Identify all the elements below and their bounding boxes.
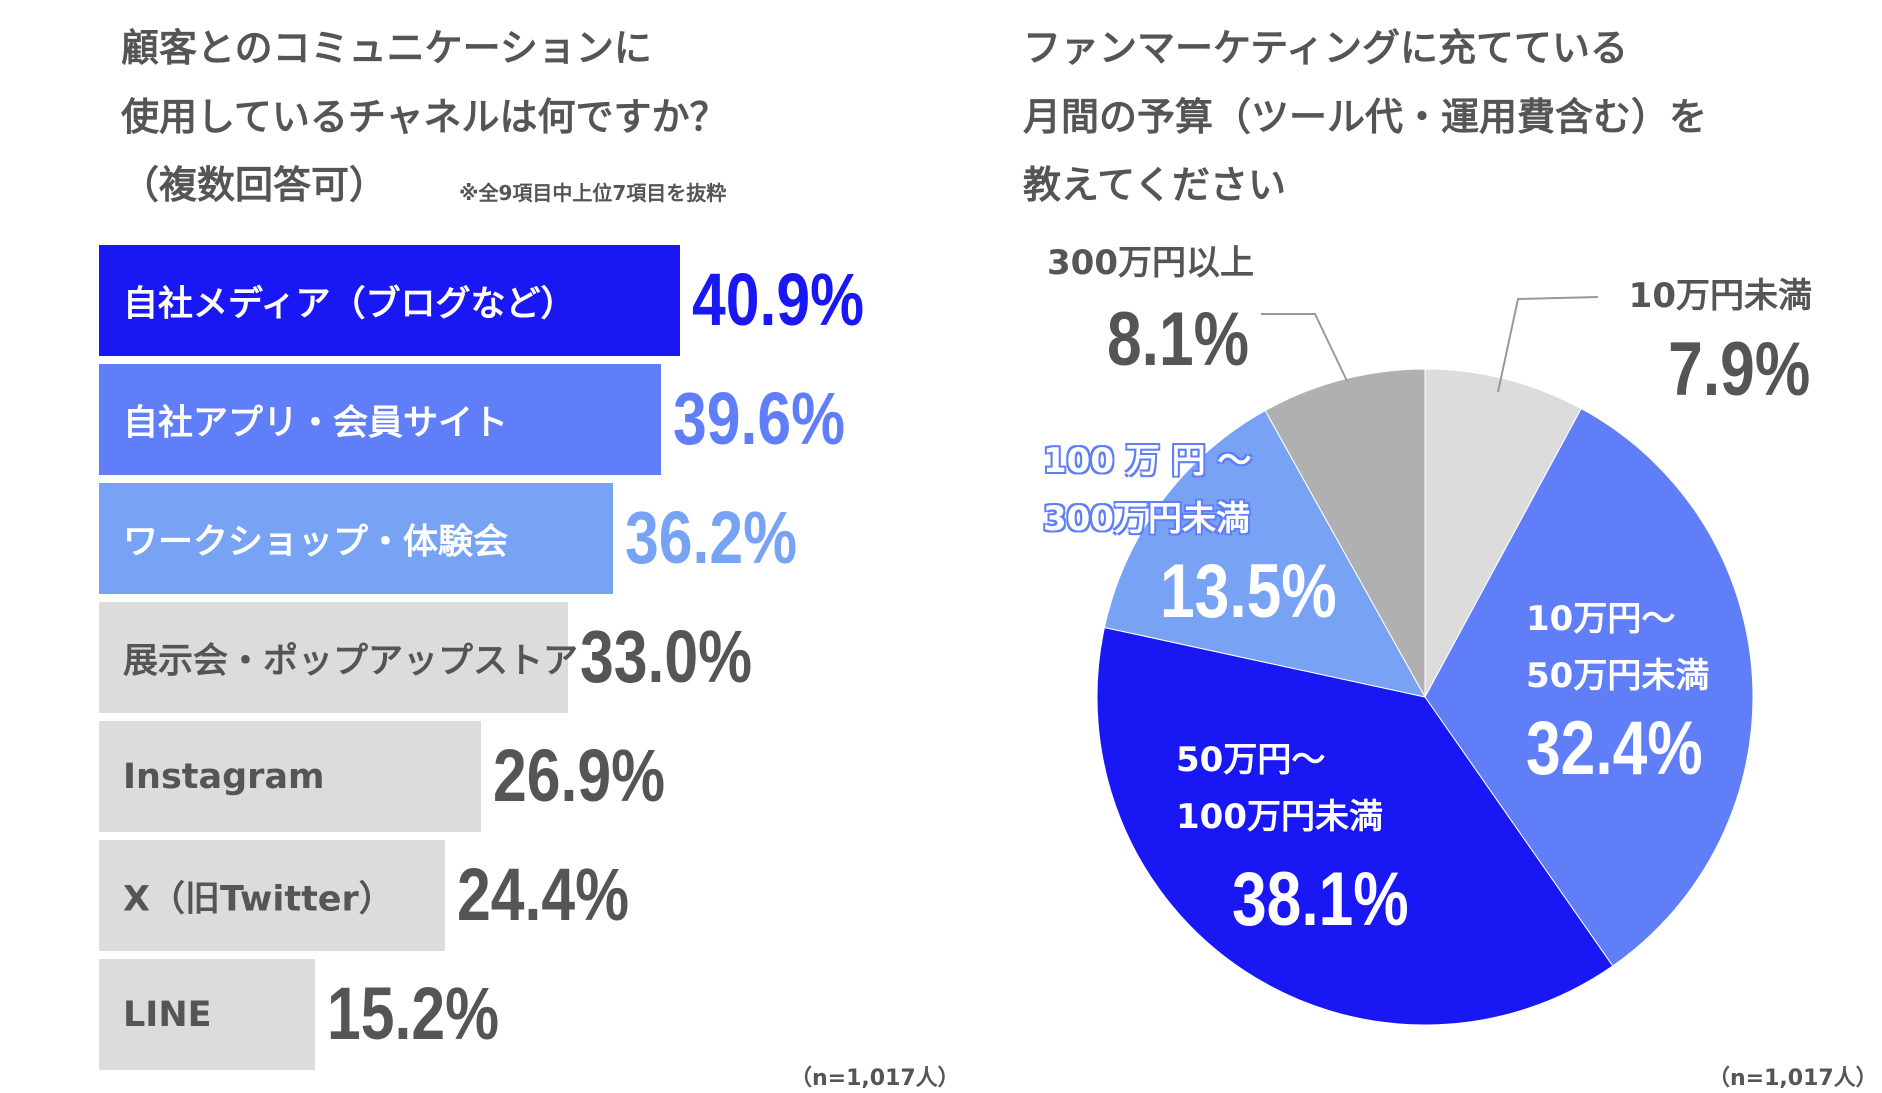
bar-value-label: 24.4% <box>457 853 630 936</box>
bar-value-label: 36.2% <box>625 496 798 579</box>
bar-category-label: 自社アプリ・会員サイト <box>123 403 509 443</box>
pie-label-10man-miman: 10万円未満 <box>1628 276 1812 316</box>
pie-value-300man-ijou: 8.1% <box>1107 297 1250 382</box>
pie-label-100-300man-2: 300万円未満 <box>1043 499 1250 539</box>
left-title-line-2: 使用しているチャネルは何ですか？ <box>121 95 728 139</box>
pie-label-50-100man-2: 100万円未満 <box>1176 797 1383 837</box>
pie-value-10man-miman: 7.9% <box>1667 327 1810 412</box>
bar-category-label: Instagram <box>123 756 325 797</box>
bar: X（旧Twitter） <box>99 840 446 951</box>
pie-label-10-50man-1: 10万円〜 <box>1526 599 1676 639</box>
bar: 自社アプリ・会員サイト <box>99 364 662 475</box>
pie-slice <box>1103 409 1426 698</box>
pie-slice <box>1264 368 1426 699</box>
pie-value-50-100man: 38.1% <box>1232 857 1409 942</box>
right-title-line-2: 月間の予算（ツール代・運用費含む）を <box>1023 95 1708 139</box>
pie-slice <box>1424 368 1582 698</box>
bar: ワークショップ・体験会 <box>99 483 614 594</box>
pie-label-10-50man-2: 50万円未満 <box>1526 656 1710 696</box>
bar: 展示会・ポップアップストア <box>99 602 578 713</box>
pie-label-300man-ijou: 300万円以上 <box>1047 243 1254 283</box>
right-title-line-1: ファンマーケティングに充てている <box>1023 26 1628 70</box>
left-subnote: ※全9項目中上位7項目を抜粋 <box>459 181 727 205</box>
right-sample-size: （n=1,017人） <box>1708 1066 1878 1091</box>
bar-category-label: 展示会・ポップアップストア <box>123 641 579 681</box>
pie-label-100-300man-1: 100 万 円 〜 <box>1043 441 1252 481</box>
pie-slice <box>1096 626 1614 1026</box>
bar-category-label: 自社メディア（ブログなど） <box>123 284 576 324</box>
bar-category-label: LINE <box>123 994 212 1035</box>
bar-value-label: 15.2% <box>326 972 499 1055</box>
bar-value-label: 33.0% <box>579 615 752 698</box>
leader-line-10man-miman <box>1497 296 1599 393</box>
leader-line-300man-ijou <box>1261 313 1348 382</box>
pie-value-10-50man: 32.4% <box>1526 706 1703 791</box>
bar-value-label: 40.9% <box>691 258 864 341</box>
pie-label-50-100man-1: 50万円〜 <box>1176 740 1326 780</box>
left-title-line-3: （複数回答可） <box>121 163 388 207</box>
bar: Instagram <box>99 721 481 832</box>
left-title-line-1: 顧客とのコミュニケーションに <box>121 26 652 70</box>
bar-category-label: ワークショップ・体験会 <box>123 522 509 562</box>
bar: LINE <box>99 959 315 1070</box>
pie-value-100-300man: 13.5% <box>1160 549 1337 634</box>
pie-slice <box>1424 407 1754 967</box>
right-title-line-3: 教えてください <box>1023 163 1286 207</box>
bar: 自社メディア（ブログなど） <box>99 245 680 356</box>
bar-value-label: 39.6% <box>673 377 846 460</box>
left-sample-size: （n=1,017人） <box>790 1066 960 1091</box>
bar-value-label: 26.9% <box>492 734 666 817</box>
bar-category-label: X（旧Twitter） <box>123 879 394 919</box>
